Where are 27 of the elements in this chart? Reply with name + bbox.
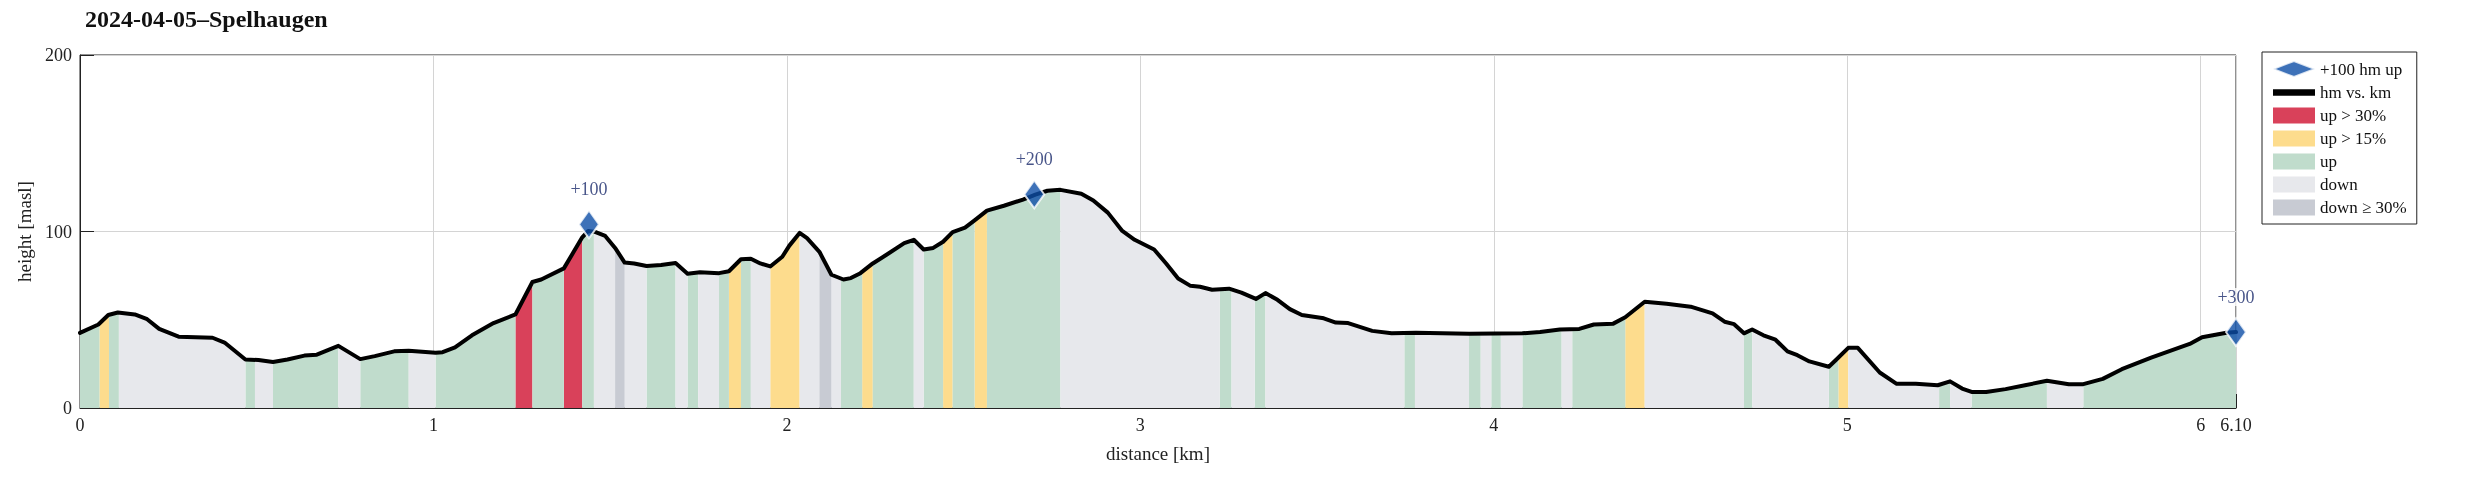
y-tick-label: 100 xyxy=(45,221,72,242)
x-tick-label: 4 xyxy=(1489,415,1499,435)
point xyxy=(2225,317,2247,348)
chart-title: 2024-04-05–Spelhaugen xyxy=(85,6,328,32)
annotation: +100 xyxy=(570,179,608,200)
legend-label: up > 30% xyxy=(2320,106,2387,125)
x-axis-title: distance [km] xyxy=(1106,443,1210,464)
point xyxy=(1023,179,1046,210)
y-tick-label: 200 xyxy=(45,45,72,65)
x-tick-label: 3 xyxy=(1135,415,1145,435)
x-tick-label: 5 xyxy=(1842,415,1852,435)
legend-label: up xyxy=(2320,152,2337,171)
annotation: +300 xyxy=(2217,287,2255,308)
legend-label: up > 15% xyxy=(2320,129,2387,148)
legend-label: down xyxy=(2320,175,2359,194)
point xyxy=(577,209,600,240)
legend-label: +100 hm up xyxy=(2320,59,2403,79)
legend-label: down ≥ 30% xyxy=(2320,198,2407,217)
y-tick-label: 0 xyxy=(63,398,72,418)
x-tick-label: 6 xyxy=(2196,415,2206,435)
x-tick-label: 6.10 xyxy=(2220,415,2252,435)
x-tick-label: 0 xyxy=(75,415,85,435)
x-tick-label: 2 xyxy=(782,415,792,435)
x-tick-label: 1 xyxy=(428,415,438,435)
y-axis-title: height [masl] xyxy=(14,181,36,282)
annotation: +200 xyxy=(1015,149,1053,170)
legend-label: hm vs. km xyxy=(2320,83,2392,102)
